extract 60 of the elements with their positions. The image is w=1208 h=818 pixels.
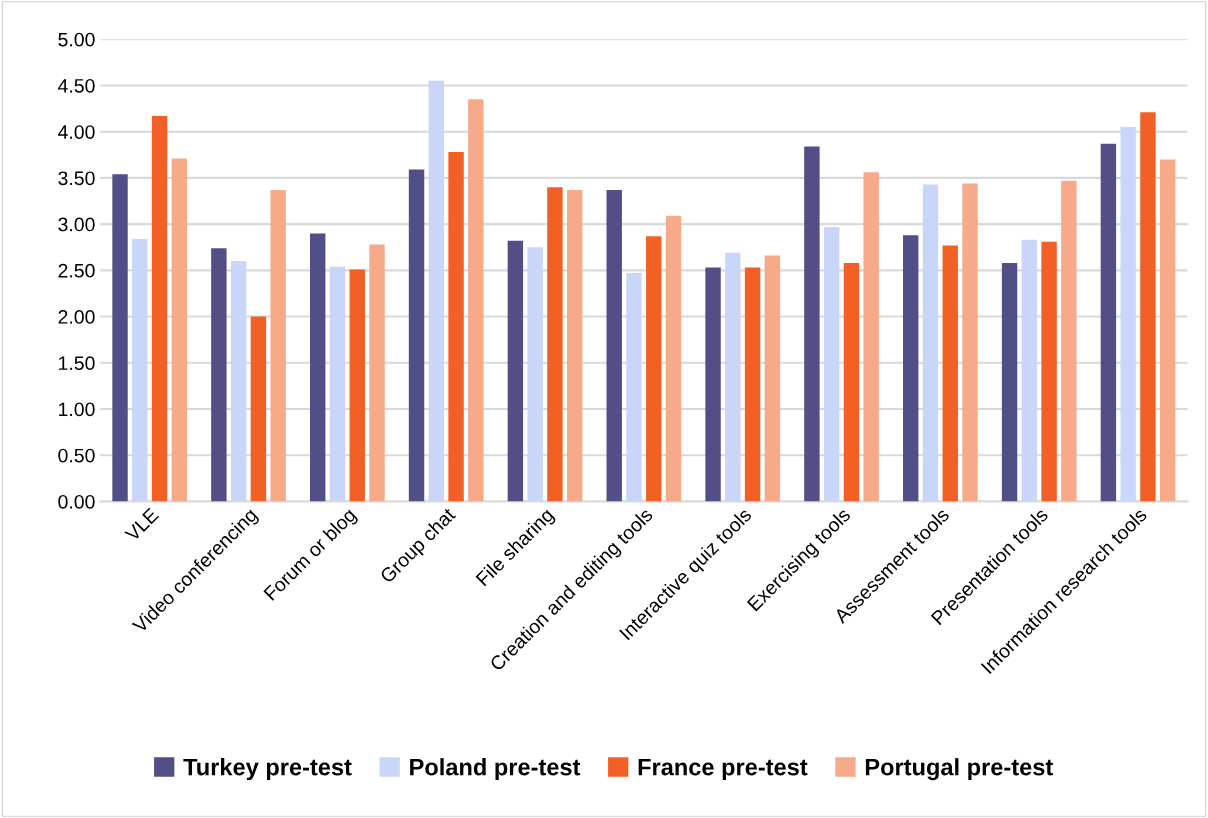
bar [329, 266, 346, 502]
bar [705, 267, 721, 502]
bar [468, 99, 484, 502]
bar [309, 233, 326, 502]
bar [1001, 262, 1018, 502]
bar [448, 152, 464, 502]
bar [863, 172, 879, 502]
bar [665, 215, 682, 502]
legend-label: Turkey pre-test [183, 758, 352, 781]
y-tick-label: 3.00 [58, 217, 95, 232]
bar [250, 316, 267, 502]
bar [804, 146, 820, 502]
bar [230, 261, 247, 502]
y-tick-label: 5.00 [58, 32, 95, 47]
bar [1120, 127, 1136, 502]
bar [1021, 239, 1038, 502]
y-tick-label: 2.50 [58, 263, 95, 278]
bar [566, 189, 583, 502]
bar [1041, 241, 1057, 502]
bar [823, 226, 840, 502]
bar [903, 235, 919, 502]
bar [725, 252, 741, 502]
bar [527, 247, 543, 502]
x-tick-label: VLE [124, 507, 160, 543]
y-tick-label: 2.00 [58, 310, 95, 324]
bar [1159, 159, 1176, 502]
bar [646, 236, 662, 502]
bar [151, 115, 168, 502]
bar [606, 189, 622, 502]
legend-label: Portugal pre-test [865, 758, 1053, 781]
y-tick-label: 0.00 [58, 494, 95, 509]
bar [132, 238, 148, 502]
bar [349, 269, 365, 502]
bar [112, 174, 128, 502]
bar [843, 262, 860, 502]
bar [1061, 180, 1077, 502]
bar [547, 187, 563, 502]
y-tick-label: 1.00 [59, 402, 95, 417]
y-tick-label: 0.50 [58, 448, 95, 463]
bar [764, 255, 781, 502]
legend-label: Poland pre-test [410, 758, 581, 781]
bar [270, 189, 286, 502]
bar [408, 169, 425, 502]
bar [1100, 143, 1117, 502]
bar [507, 240, 524, 502]
y-tick-label: 1.50 [59, 356, 95, 371]
y-tick-label: 4.00 [58, 125, 95, 139]
bar [1140, 112, 1156, 502]
bar [428, 80, 445, 502]
y-tick-label: 3.50 [58, 171, 95, 186]
bar [211, 248, 227, 502]
y-tick-label: 4.50 [58, 78, 95, 93]
bar [744, 267, 761, 502]
bar [922, 184, 939, 502]
bar [626, 273, 642, 502]
legend-label: France pre-test [638, 758, 808, 781]
bar [171, 158, 188, 502]
bar [369, 244, 385, 502]
bar [962, 183, 978, 502]
bar [942, 245, 958, 502]
